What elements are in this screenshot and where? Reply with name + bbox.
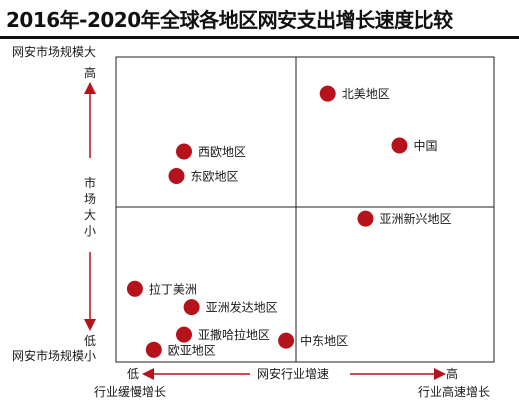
title-underline: [0, 36, 519, 39]
point-marker: [176, 326, 192, 343]
y-axis-name-char-2: 场: [84, 192, 96, 206]
point-marker: [145, 341, 162, 358]
point-marker: [278, 332, 295, 349]
x-axis-name: 网安行业增速: [257, 366, 329, 381]
x-axis-left-label: 行业缓慢增长: [94, 385, 166, 399]
y-axis-name-char-4: 小: [84, 224, 96, 238]
x-axis-low-label: 低: [127, 367, 139, 381]
point-label: 中国: [414, 138, 438, 153]
point-label: 欧亚地区: [168, 343, 216, 357]
y-axis-high-label: 高: [84, 65, 96, 80]
y-axis-bottom-label: 网安市场规模小: [12, 348, 96, 363]
point-label: 西欧地区: [198, 145, 246, 159]
y-axis-top-label: 网安市场规模大: [12, 44, 96, 59]
point-label: 亚洲新兴地区: [380, 211, 452, 226]
point-marker: [176, 143, 192, 160]
point-label: 东欧地区: [191, 170, 239, 184]
point-label: 北美地区: [342, 87, 390, 101]
x-axis-right-label: 行业高速增长: [418, 384, 490, 399]
point-label: 拉丁美洲: [149, 281, 197, 296]
chart-title: 2016年-2020年全球各地区网安支出增长速度比较: [6, 8, 453, 32]
y-axis-name-char-3: 大: [84, 208, 96, 222]
point-label: 中东地区: [300, 333, 348, 348]
y-axis-low-label: 低: [84, 334, 96, 348]
y-axis-name-char-1: 市: [84, 175, 96, 190]
point-marker: [183, 299, 200, 316]
plot-frame: [115, 56, 495, 363]
point-label: 亚撒哈拉地区: [198, 327, 270, 342]
point-marker: [319, 85, 336, 102]
point-marker: [357, 210, 374, 227]
point-marker: [126, 280, 143, 297]
point-label: 亚洲发达地区: [206, 300, 278, 315]
x-axis-high-label: 高: [446, 366, 458, 381]
point-marker: [168, 168, 185, 184]
point-marker: [391, 137, 408, 154]
